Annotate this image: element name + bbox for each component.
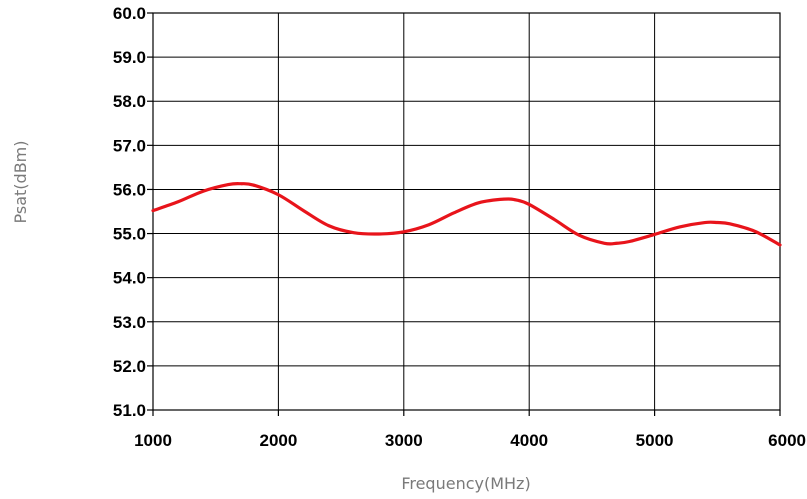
y-tick-label-3: 54.0 bbox=[113, 269, 146, 288]
y-tick-label-8: 59.0 bbox=[113, 48, 146, 67]
y-tick-label-2: 53.0 bbox=[113, 313, 146, 332]
plot-background bbox=[153, 13, 780, 410]
x-tick-label-2: 3000 bbox=[385, 431, 423, 450]
y-axis-title: Psat(dBm) bbox=[11, 141, 30, 224]
y-tick-label-0: 51.0 bbox=[113, 401, 146, 420]
x-tick-label-3: 4000 bbox=[510, 431, 548, 450]
x-tick-label-4: 5000 bbox=[636, 431, 674, 450]
tick-marks bbox=[147, 12, 781, 416]
x-tick-labels: 1000 2000 3000 4000 5000 6000 bbox=[134, 431, 806, 450]
y-tick-label-1: 52.0 bbox=[113, 357, 146, 376]
x-axis-title: Frequency(MHz) bbox=[401, 474, 530, 493]
x-tick-label-5: 6000 bbox=[768, 431, 806, 450]
y-tick-label-6: 57.0 bbox=[113, 136, 146, 155]
y-tick-label-7: 58.0 bbox=[113, 92, 146, 111]
y-tick-label-9: 60.0 bbox=[113, 4, 146, 23]
series-line-0 bbox=[151, 182, 782, 247]
y-tick-label-5: 56.0 bbox=[113, 180, 146, 199]
y-tick-label-4: 55.0 bbox=[113, 225, 146, 244]
x-tick-label-1: 2000 bbox=[259, 431, 297, 450]
x-tick-label-0: 1000 bbox=[134, 431, 172, 450]
series-layer bbox=[151, 182, 782, 247]
y-tick-labels: 51.0 52.0 53.0 54.0 55.0 56.0 57.0 58.0 59.0 60.0 bbox=[113, 4, 146, 420]
